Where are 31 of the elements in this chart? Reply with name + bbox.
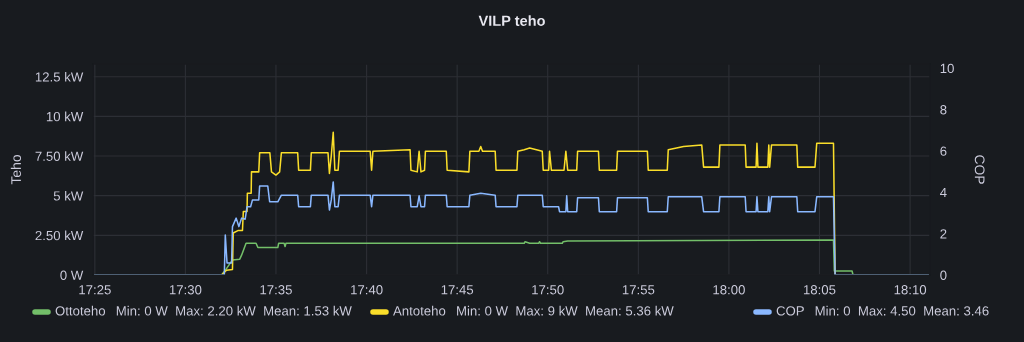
x-tick-label: 17:35 bbox=[260, 285, 292, 295]
y2-tick-label: 4 bbox=[940, 187, 947, 198]
legend-label: Antoteho bbox=[393, 305, 446, 316]
x-tick-label: 17:45 bbox=[441, 285, 474, 295]
x-tick-label: 17:40 bbox=[351, 285, 383, 295]
y2-tick-label: 6 bbox=[940, 146, 947, 156]
y-tick-label: 2.50 kW bbox=[35, 230, 84, 241]
y2-tick-label: 8 bbox=[940, 105, 947, 115]
legend-label: Ottoteho bbox=[55, 305, 106, 316]
y-tick-label: 7.50 kW bbox=[35, 151, 84, 161]
legend-label: COP bbox=[776, 306, 804, 316]
x-tick-label: 17:25 bbox=[79, 285, 111, 295]
y2-axis-title: COP bbox=[974, 155, 985, 184]
y-tick-label: 12.5 kW bbox=[35, 71, 84, 82]
x-tick-label: 17:55 bbox=[622, 285, 655, 295]
text: Min: 0 Max: 4.50 Mean: 3.46 bbox=[815, 305, 989, 316]
y2-tick-label: 10 bbox=[940, 63, 954, 74]
y-tick-label: 0 W bbox=[60, 270, 84, 280]
x-tick-label: 17:30 bbox=[169, 285, 202, 295]
chart-title: VILP teho bbox=[478, 15, 545, 26]
y2-tick-label: 0 bbox=[940, 270, 947, 280]
y2-tick-label: 2 bbox=[940, 229, 947, 239]
text: Min: 0 W Max: 2.20 kW Mean: 1.53 kW bbox=[116, 305, 352, 316]
x-tick-label: 18:00 bbox=[713, 285, 745, 295]
x-tick-label: 17:50 bbox=[532, 285, 564, 295]
y-axis-title: Teho bbox=[10, 155, 22, 185]
y-tick-label: 10 kW bbox=[46, 111, 84, 122]
x-tick-label: 18:10 bbox=[894, 285, 927, 295]
y-tick-label: 5 kW bbox=[53, 190, 84, 201]
text: Min: 0 W Max: 9 kW Mean: 5.36 kW bbox=[457, 305, 674, 316]
x-tick-label: 18:05 bbox=[803, 285, 836, 295]
